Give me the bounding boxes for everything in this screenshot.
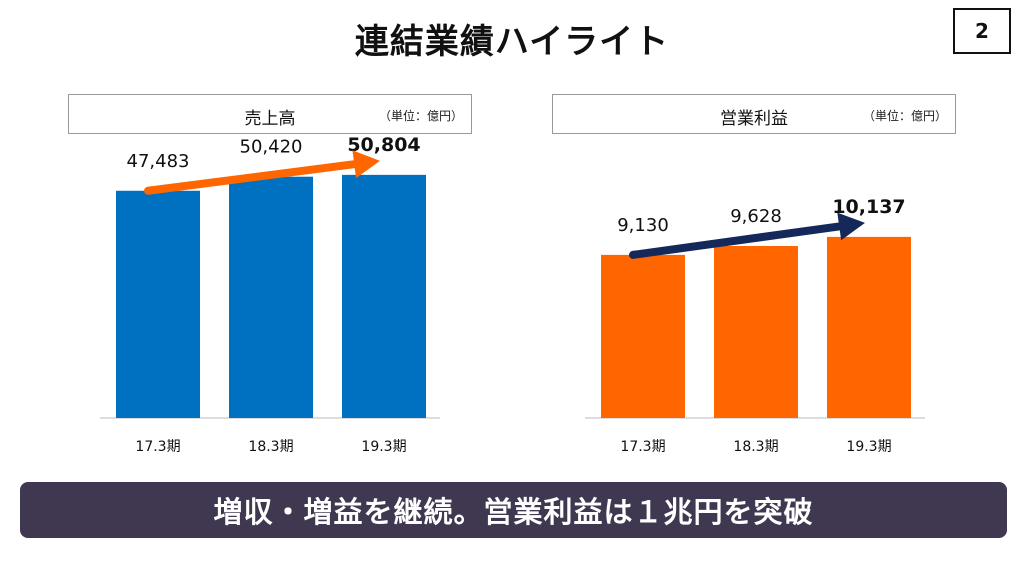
page-number: 2 — [953, 8, 1011, 54]
profit-chart-header: 営業利益 （単位：億円） — [552, 94, 956, 134]
profit-bar-3 — [827, 236, 911, 418]
profit-chart: 9,130 17.3期 9,628 18.3期 10,137 19.3期 — [585, 196, 925, 455]
sales-chart-unit: （単位：億円） — [378, 109, 463, 123]
sales-bar-1 — [116, 190, 200, 418]
sales-chart-header: 売上高 （単位：億円） — [68, 94, 472, 134]
sales-chart: 47,483 17.3期 50,420 18.3期 50,804 19.3期 — [100, 134, 440, 455]
profit-chart-title: 営業利益 — [720, 109, 788, 129]
profit-chart-unit: （単位：億円） — [862, 109, 947, 123]
profit-value-label-1: 9,130 — [617, 215, 669, 236]
sales-value-label-3: 50,804 — [347, 134, 420, 156]
sales-bar-2 — [229, 176, 313, 418]
page-title: 連結業績ハイライト — [354, 22, 670, 62]
sales-category-label-1: 17.3期 — [135, 439, 180, 455]
sales-trend-arrow-shaft — [144, 160, 359, 195]
sales-trend-arrow-head — [352, 150, 380, 179]
sales-value-label-1: 47,483 — [127, 151, 190, 172]
sales-category-label-2: 18.3期 — [248, 439, 293, 455]
profit-bar-2 — [714, 245, 798, 418]
sales-value-label-2: 50,420 — [240, 137, 303, 158]
profit-category-label-2: 18.3期 — [733, 439, 778, 455]
sales-bar-3 — [342, 174, 426, 418]
profit-category-label-3: 19.3期 — [846, 439, 891, 455]
summary-banner: 増収・増益を継続。営業利益は１兆円を突破 — [20, 482, 1007, 538]
profit-value-label-3: 10,137 — [832, 196, 905, 218]
sales-chart-title: 売上高 — [244, 109, 296, 129]
profit-bar-1 — [601, 254, 685, 418]
sales-category-label-3: 19.3期 — [361, 439, 406, 455]
profit-value-label-2: 9,628 — [730, 206, 782, 227]
profit-trend-arrow-head — [837, 212, 865, 241]
profit-trend-arrow-shaft — [629, 222, 844, 259]
profit-category-label-1: 17.3期 — [620, 439, 665, 455]
